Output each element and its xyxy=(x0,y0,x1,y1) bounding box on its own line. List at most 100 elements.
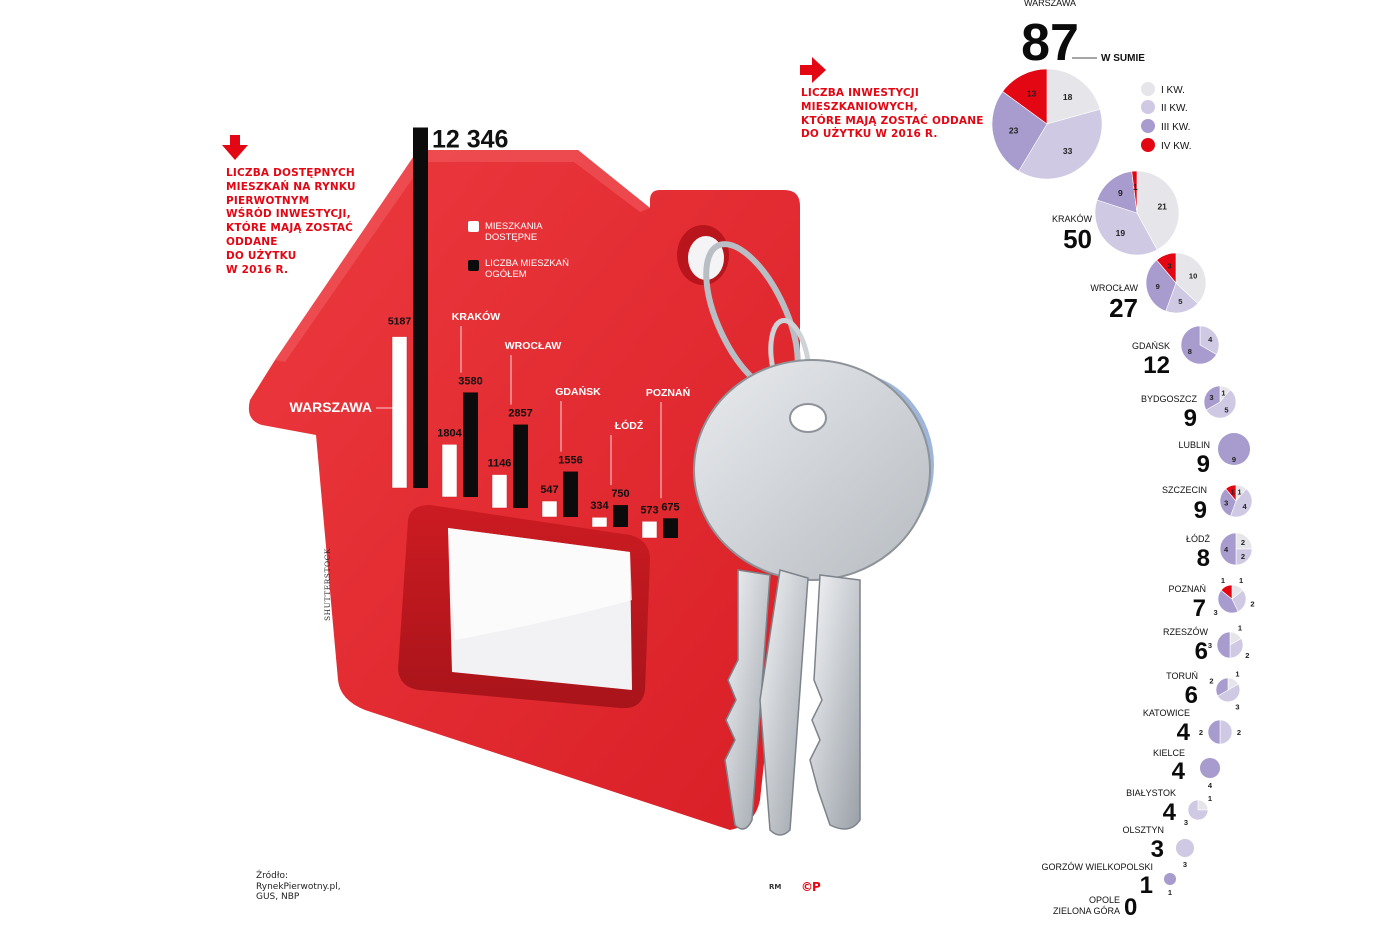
city-name-lublin: LUBLIN xyxy=(1178,440,1210,450)
pie-slice-poznan-q3 xyxy=(1217,589,1239,614)
bar-available-poznan xyxy=(641,521,658,539)
category-label-poznan: POZNAŃ xyxy=(646,386,690,399)
pie-slice-olsztyn-q2 xyxy=(1176,839,1194,857)
pie-value-bydgoszcz-q3: 3 xyxy=(1209,393,1213,402)
city-total-torun: 6 xyxy=(1185,682,1198,709)
category-label-warszawa: WARSZAWA xyxy=(290,399,372,415)
bar-total-gdansk xyxy=(563,471,578,517)
legend-label-q1: I KW. xyxy=(1161,85,1185,96)
pie-value-wroclaw-q1: 10 xyxy=(1189,272,1197,281)
city-total-warszawa: 87 xyxy=(1021,14,1079,72)
legend-label-q4: IV KW. xyxy=(1161,141,1192,152)
legend-swatch-available xyxy=(468,221,479,232)
bar-label-total-lodz: 750 xyxy=(611,488,629,500)
legend-dot-q1 xyxy=(1141,82,1155,96)
pie-value-wroclaw-q4: 3 xyxy=(1168,262,1172,271)
city-total-krakow: 50 xyxy=(1063,224,1092,254)
bar-total-warszawa xyxy=(413,127,428,489)
legend-label-q2: II KW. xyxy=(1161,103,1188,114)
legend-swatch-total xyxy=(468,260,479,271)
city-name-bydgoszcz: BYDGOSZCZ xyxy=(1141,394,1198,404)
bar-label-total-krakow: 3580 xyxy=(458,375,482,387)
pie-slice-bydgoszcz-q2 xyxy=(1205,389,1237,419)
pie-value-krakow-q1: 21 xyxy=(1157,202,1167,212)
pie-slice-poznan-q2 xyxy=(1231,589,1247,613)
bar-label-total-warszawa: 12 346 xyxy=(432,125,508,153)
credit-rm: RM xyxy=(769,883,782,891)
city-total-wroclaw: 27 xyxy=(1109,293,1138,323)
credit-cp: ©P xyxy=(801,880,821,894)
pie-value-torun-q2: 3 xyxy=(1235,703,1239,712)
bar-label-available-krakow: 1804 xyxy=(437,427,462,439)
pie-slice-rzeszow-q3 xyxy=(1216,631,1231,659)
pie-slice-bialystok-q1 xyxy=(1197,799,1209,811)
city-total-olsztyn: 3 xyxy=(1151,836,1164,863)
pie-slice-lodz-q3 xyxy=(1219,532,1237,566)
pie-value-szczecin-q2: 4 xyxy=(1243,502,1248,511)
pie-value-poznan-q3: 3 xyxy=(1214,608,1218,617)
bar-label-total-poznan: 675 xyxy=(661,501,679,513)
pie-value-poznan-q2: 2 xyxy=(1250,600,1254,609)
pie-slice-kielce-q3 xyxy=(1200,758,1220,778)
pie-slice-bialystok-q2 xyxy=(1187,799,1209,821)
pie-value-katowice-q2: 2 xyxy=(1237,728,1241,737)
city-total-poznan: 7 xyxy=(1193,595,1206,622)
pie-value-rzeszow-q1: 1 xyxy=(1238,624,1242,633)
city-total-kielce: 4 xyxy=(1172,758,1186,785)
pie-value-warszawa-q3: 23 xyxy=(1009,126,1019,136)
pie-value-lodz-q3: 4 xyxy=(1224,545,1229,554)
legend-label-total-2: OGÓŁEM xyxy=(485,269,527,280)
pie-value-torun-q1: 1 xyxy=(1235,670,1239,679)
key-blade-3 xyxy=(809,574,861,830)
bar-available-wroclaw xyxy=(491,474,508,509)
bar-available-gdansk xyxy=(541,500,558,518)
total-label: W SUMIE xyxy=(1101,53,1145,64)
key-head xyxy=(693,359,931,581)
pie-value-poznan-q4: 1 xyxy=(1221,576,1225,585)
bar-label-total-gdansk: 1556 xyxy=(558,455,582,467)
pie-slice-wroclaw-q1 xyxy=(1175,252,1207,305)
down-arrow-icon xyxy=(222,135,248,160)
city-name-opole: OPOLE xyxy=(1089,895,1120,905)
pie-slice-krakow-q4 xyxy=(1131,170,1138,214)
pie-value-olsztyn-q2: 3 xyxy=(1183,860,1187,869)
pie-slice-krakow-q1 xyxy=(1136,170,1180,251)
city-total-gorzow-wielkopolski: 1 xyxy=(1140,872,1153,899)
city-total-bialystok: 4 xyxy=(1163,799,1177,826)
pie-slice-bydgoszcz-q3 xyxy=(1203,385,1221,411)
legend-dot-q3 xyxy=(1141,119,1155,133)
source-note: Źródło: RynekPierwotny.pl, GUS, NBP xyxy=(256,871,341,902)
pie-value-wroclaw-q3: 9 xyxy=(1156,282,1160,291)
bar-label-total-wroclaw: 2857 xyxy=(508,408,532,420)
legend-label-total: LICZBA MIESZKAŃ xyxy=(485,258,569,269)
city-total-katowice: 4 xyxy=(1177,719,1191,746)
category-label-wroclaw: WROCŁAW xyxy=(505,340,562,352)
pie-value-wroclaw-q2: 5 xyxy=(1178,297,1182,306)
pie-value-torun-q3: 2 xyxy=(1209,677,1213,686)
city-name-kielce: KIELCE xyxy=(1153,748,1185,758)
legend-label-available-2: DOSTĘPNE xyxy=(485,232,537,243)
bar-available-lodz xyxy=(591,516,608,528)
city-name-katowice: KATOWICE xyxy=(1143,708,1190,718)
category-label-gdansk: GDAŃSK xyxy=(555,385,601,398)
legend-dot-q4 xyxy=(1141,138,1155,152)
pie-slice-gdansk-q3 xyxy=(1180,325,1217,365)
pie-slice-torun-q2 xyxy=(1217,683,1241,703)
pie-value-bydgoszcz-q2: 5 xyxy=(1224,406,1228,415)
city-name-zielona-gora: ZIELONA GÓRA xyxy=(1053,906,1120,916)
city-name-szczecin: SZCZECIN xyxy=(1162,485,1207,495)
pie-slice-wroclaw-q4 xyxy=(1156,252,1177,284)
pie-value-rzeszow-q2: 2 xyxy=(1245,651,1249,660)
pie-slice-szczecin-q3 xyxy=(1219,488,1237,517)
pie-value-gorzow-wielkopolski-q3: 1 xyxy=(1168,888,1172,897)
pie-value-gdansk-q2: 4 xyxy=(1208,335,1213,344)
pie-slice-szczecin-q2 xyxy=(1230,488,1253,518)
pie-value-lodz-q2: 2 xyxy=(1241,552,1245,561)
pie-slice-gorzow-wielkopolski-q3 xyxy=(1164,873,1176,885)
left-title: LICZBA DOSTĘPNYCH MIESZKAŃ NA RYNKU PIER… xyxy=(226,167,356,276)
pie-value-bialystok-q1: 1 xyxy=(1208,794,1212,803)
city-name-krakow: KRAKÓW xyxy=(1052,214,1093,224)
